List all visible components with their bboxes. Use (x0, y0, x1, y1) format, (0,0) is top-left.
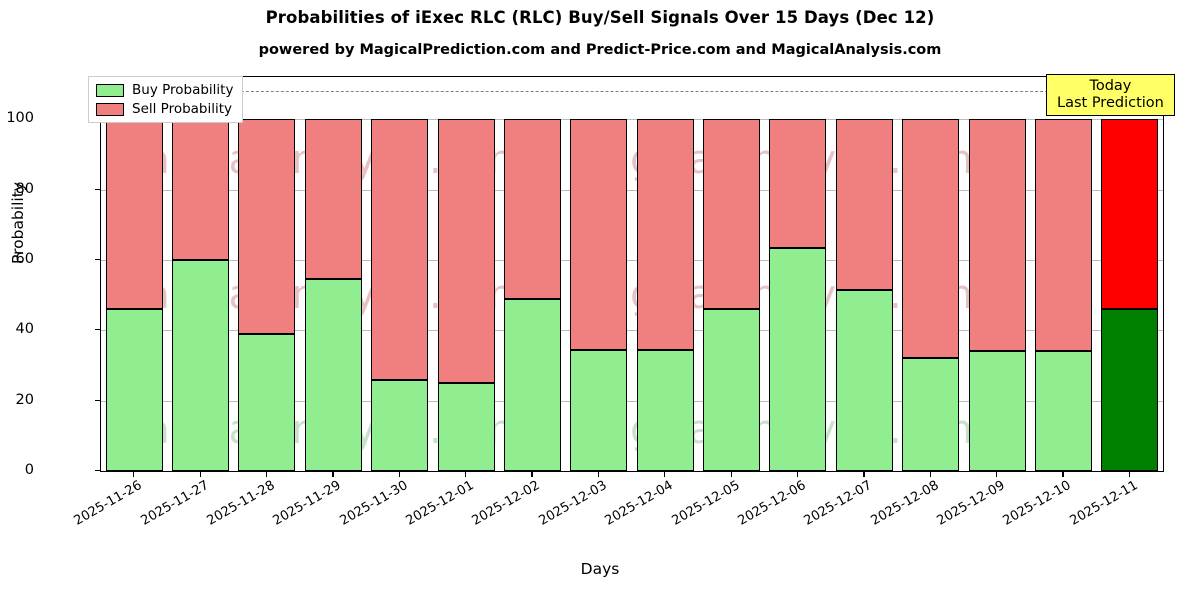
x-axis-tick-mark (133, 472, 135, 477)
y-axis-tick-label: 40 (15, 321, 34, 338)
gridline-horizontal (101, 330, 1163, 332)
bar-segment-sell[interactable] (703, 119, 761, 310)
bar-segment-buy[interactable] (304, 279, 362, 471)
chart-legend: Buy Probability Sell Probability (88, 76, 244, 123)
today-annotation: Today Last Prediction (1046, 74, 1175, 117)
bar-segment-sell[interactable] (437, 119, 495, 384)
bar-segment-buy[interactable] (968, 351, 1026, 471)
x-axis-tick-mark (398, 472, 400, 477)
x-axis-tick-mark (531, 472, 533, 477)
x-axis-tick-mark (199, 472, 201, 477)
gridline-horizontal (101, 189, 1163, 191)
bar-group[interactable] (172, 77, 230, 471)
bar-segment-sell[interactable] (371, 119, 429, 380)
x-axis-tick-mark (664, 472, 666, 477)
plot-inner: MagicalAnalysis.comMagicalAnalysis.comMa… (101, 77, 1163, 471)
x-axis-tick-mark (332, 472, 334, 477)
bar-segment-buy[interactable] (371, 379, 429, 471)
bar-group[interactable] (1034, 77, 1092, 471)
y-axis-tick-mark (95, 258, 100, 261)
y-axis-tick-mark (95, 399, 100, 401)
today-annotation-line2: Last Prediction (1057, 94, 1164, 111)
y-axis-tick-label: 0 (24, 462, 34, 478)
legend-item-buy: Buy Probability (96, 82, 233, 98)
gridline-horizontal (101, 400, 1163, 402)
bar-segment-buy[interactable] (105, 309, 163, 471)
bar-segment-sell[interactable] (172, 119, 230, 260)
x-axis-tick-mark (1128, 472, 1130, 477)
x-axis-tick-mark (929, 472, 931, 477)
legend-swatch-sell-icon (96, 102, 124, 116)
bar-segment-buy[interactable] (636, 349, 694, 471)
bar-group[interactable] (636, 77, 694, 471)
bar-segment-buy[interactable] (437, 383, 495, 471)
bar-segment-buy[interactable] (503, 298, 561, 471)
bar-segment-buy[interactable] (238, 333, 296, 471)
legend-label-sell: Sell Probability (132, 101, 233, 117)
legend-swatch-buy-icon (96, 83, 124, 97)
y-axis-tick-mark (95, 188, 100, 190)
bar-group[interactable] (437, 77, 495, 471)
bar-group[interactable] (238, 77, 296, 471)
y-axis-tick-mark (95, 470, 100, 472)
x-axis-tick-mark (265, 472, 268, 477)
bar-segment-sell[interactable] (902, 119, 960, 359)
x-axis-tick-mark (796, 472, 799, 477)
gridline-horizontal (101, 119, 1163, 121)
bar-group[interactable] (371, 77, 429, 471)
bar-segment-sell[interactable] (1034, 119, 1092, 352)
bar-segment-buy[interactable] (703, 309, 761, 471)
x-axis-tick-mark (996, 472, 998, 477)
x-axis-tick-mark (1062, 472, 1064, 477)
legend-label-buy: Buy Probability (132, 82, 234, 98)
x-axis-label: Days (580, 560, 620, 578)
y-axis-tick-label: 60 (15, 250, 34, 267)
bar-segment-buy[interactable] (1034, 351, 1092, 471)
bar-group[interactable] (1101, 77, 1159, 471)
chart-title: Probabilities of iExec RLC (RLC) Buy/Sel… (265, 8, 935, 27)
bar-segment-buy[interactable] (172, 259, 230, 471)
x-axis-tick-mark (863, 472, 865, 477)
y-axis-tick-label: 80 (15, 180, 34, 197)
chart-subtitle: powered by MagicalPrediction.com and Pre… (258, 42, 942, 58)
y-axis-tick-mark (95, 329, 100, 331)
bar-segment-sell[interactable] (835, 119, 893, 290)
bar-segment-sell[interactable] (968, 119, 1026, 352)
bar-segment-sell[interactable] (636, 119, 694, 350)
x-axis-tick-mark (597, 472, 599, 477)
bar-group[interactable] (968, 77, 1026, 471)
y-axis-tick-label: 20 (15, 391, 34, 408)
bar-segment-sell[interactable] (503, 119, 561, 299)
legend-item-sell: Sell Probability (96, 101, 233, 117)
bar-group[interactable] (769, 77, 827, 471)
bar-group[interactable] (835, 77, 893, 471)
bar-group[interactable] (570, 77, 628, 471)
bar-segment-sell[interactable] (304, 119, 362, 280)
bar-group[interactable] (304, 77, 362, 471)
bar-segment-sell[interactable] (105, 119, 163, 310)
gridline-horizontal (101, 259, 1163, 261)
bar-group[interactable] (503, 77, 561, 471)
bar-group[interactable] (902, 77, 960, 471)
bar-segment-sell[interactable] (570, 119, 628, 350)
bar-segment-sell[interactable] (1101, 119, 1159, 310)
x-axis-tick-mark (465, 472, 467, 477)
bar-segment-buy[interactable] (570, 349, 628, 471)
bar-segment-buy[interactable] (835, 289, 893, 471)
bar-segment-sell[interactable] (238, 119, 296, 334)
today-annotation-line1: Today (1089, 78, 1132, 94)
plot-area: MagicalAnalysis.comMagicalAnalysis.comMa… (100, 76, 1164, 472)
bar-segment-sell[interactable] (769, 119, 827, 248)
y-axis-label: Probability (9, 182, 27, 264)
reference-dashed-line (101, 91, 1163, 93)
x-axis-tick-mark (730, 472, 732, 477)
y-axis-tick-label: 100 (6, 110, 34, 127)
bar-group[interactable] (703, 77, 761, 471)
bar-segment-buy[interactable] (1101, 309, 1159, 471)
bar-segment-buy[interactable] (769, 247, 827, 471)
bar-segment-buy[interactable] (902, 358, 960, 471)
bar-group[interactable] (105, 77, 163, 471)
